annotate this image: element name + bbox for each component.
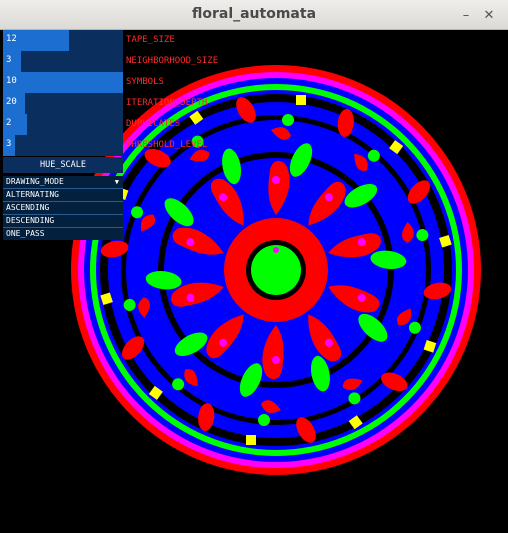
neighborhood-size-slider[interactable]: 3 xyxy=(3,51,123,72)
iteration-depth-label: ITERATION_DEPTH xyxy=(126,98,208,108)
duplicates-slider[interactable]: 2 xyxy=(3,114,123,135)
threshold-level-label: THRESHOLD_LEVEL xyxy=(126,140,208,150)
drawing-mode-dropdown[interactable]: DRAWING_MODE ▼ xyxy=(3,176,123,188)
divider xyxy=(3,188,123,189)
minimize-icon[interactable]: – xyxy=(462,8,470,23)
option-ascending[interactable]: ASCENDING xyxy=(3,202,123,214)
option-one-pass[interactable]: ONE_PASS xyxy=(3,228,123,240)
tape-size-slider[interactable]: 12 xyxy=(3,30,123,51)
symbols-slider[interactable]: 10 xyxy=(3,72,123,93)
divider xyxy=(3,227,123,228)
threshold-level-slider[interactable]: 3 xyxy=(3,135,123,156)
iteration-depth-slider[interactable]: 20 xyxy=(3,93,123,114)
floral-pattern xyxy=(71,65,481,475)
duplicates-label: DUPLICATES xyxy=(126,119,181,129)
close-icon[interactable]: ✕ xyxy=(483,8,495,23)
title-bar: floral_automata – ✕ xyxy=(0,0,508,30)
chevron-down-icon: ▼ xyxy=(114,178,119,186)
window-title: floral_automata xyxy=(191,6,317,22)
option-descending[interactable]: DESCENDING xyxy=(3,215,123,227)
neighborhood-size-label: NEIGHBORHOOD_SIZE xyxy=(126,56,219,66)
option-alternating[interactable]: ALTERNATING xyxy=(3,189,123,201)
hue-scale-button[interactable]: HUE_SCALE xyxy=(3,157,123,173)
divider xyxy=(3,201,123,202)
symbols-label: SYMBOLS xyxy=(126,77,164,87)
tape-size-label: TAPE_SIZE xyxy=(126,35,175,45)
divider xyxy=(3,214,123,215)
drawing-canvas[interactable]: 12 TAPE_SIZE 3 NEIGHBORHOOD_SIZE 10 SYMB… xyxy=(0,30,508,529)
